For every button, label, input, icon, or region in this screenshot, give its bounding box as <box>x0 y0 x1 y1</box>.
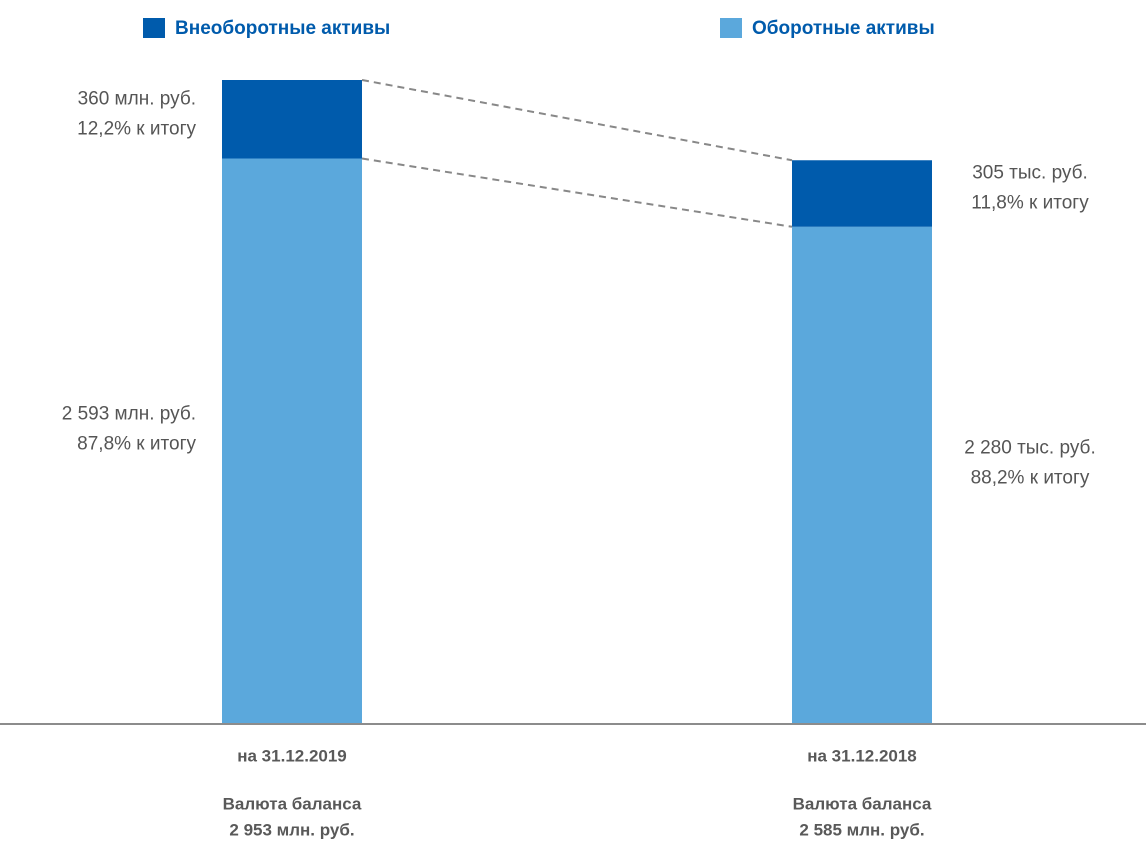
connector <box>361 79 793 162</box>
bar-segment <box>792 226 932 724</box>
value-label: 305 тыс. руб. <box>972 163 1088 184</box>
share-label: 88,2% к итогу <box>971 467 1090 488</box>
legend-label: Внеоборотные активы <box>175 18 390 39</box>
x-tick-label: на 31.12.2018 <box>807 746 917 765</box>
share-label: 87,8% к итогу <box>77 433 196 454</box>
total-title: Валюта баланса <box>793 794 932 813</box>
x-tick-label: на 31.12.2019 <box>237 746 347 765</box>
legend-label: Оборотные активы <box>752 18 935 39</box>
total-title: Валюта баланса <box>223 794 362 813</box>
bar-segment <box>222 80 362 159</box>
share-label: 11,8% к итогу <box>971 193 1089 214</box>
total-label: 2 953 млн. руб. <box>229 820 354 839</box>
legend-swatch <box>720 18 742 38</box>
total-label: 2 585 млн. руб. <box>799 820 924 839</box>
connector <box>361 157 793 228</box>
legend-swatch <box>143 18 165 38</box>
share-label: 12,2% к итогу <box>77 118 196 139</box>
value-label: 2 593 млн. руб. <box>62 403 196 424</box>
value-label: 2 280 тыс. руб. <box>964 437 1095 458</box>
bar-segment <box>222 158 362 724</box>
value-label: 360 млн. руб. <box>78 88 196 109</box>
bar-segment <box>792 160 932 227</box>
